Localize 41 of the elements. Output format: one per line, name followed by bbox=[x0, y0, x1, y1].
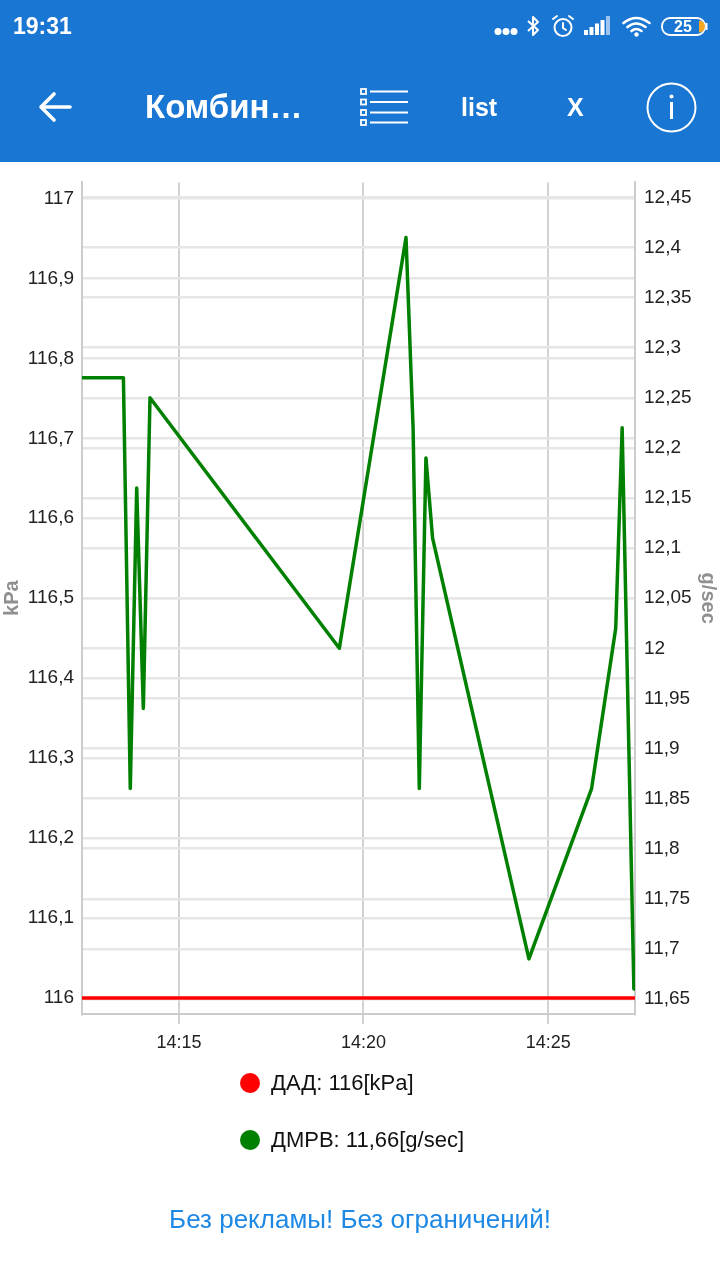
x-tick-label: 14:15 bbox=[156, 1031, 202, 1052]
y2-tick-label: 12,4 bbox=[644, 235, 682, 257]
y-tick-label: 116 bbox=[43, 986, 74, 1008]
y-tick-label: 116,4 bbox=[27, 666, 75, 688]
text: 19:31 bbox=[13, 13, 72, 39]
y-tick-label: 116,1 bbox=[27, 906, 74, 928]
y2-tick-label: 12,25 bbox=[644, 386, 692, 408]
y-tick-label: 116,2 bbox=[27, 826, 74, 848]
legend-label: ДМРВ: 11,66[g/sec] bbox=[271, 1126, 465, 1154]
y2-tick-label: 11,75 bbox=[644, 887, 691, 909]
y2-tick-label: 11,7 bbox=[644, 937, 680, 959]
y-axis-title: kPa bbox=[0, 579, 22, 616]
text: Без рекламы! Без ограничений! bbox=[168, 1203, 552, 1235]
y2-tick-label: 12,05 bbox=[644, 586, 692, 608]
y-tick-label: 116,5 bbox=[27, 586, 74, 608]
y2-tick-label: 11,65 bbox=[644, 987, 691, 1009]
y2-tick-label: 12,3 bbox=[644, 335, 681, 357]
y-tick-label: 117 bbox=[43, 186, 74, 208]
y-tick-label: 116,6 bbox=[27, 506, 74, 528]
text: 25 bbox=[674, 17, 692, 36]
y2-tick-label: 12,35 bbox=[644, 285, 692, 307]
y2-tick-label: 12,1 bbox=[644, 536, 681, 558]
y2-tick-label: 12,15 bbox=[644, 486, 692, 508]
y2-tick-label: 11,85 bbox=[644, 786, 691, 808]
y2-tick-label: 12,2 bbox=[644, 436, 681, 458]
chart-title: Комбин… bbox=[145, 87, 303, 127]
text: list bbox=[461, 93, 498, 121]
legend-label: ДАД: 116[kPa] bbox=[271, 1069, 414, 1097]
y-tick-label: 116,7 bbox=[27, 426, 74, 448]
y-tick-label: 116,9 bbox=[27, 266, 74, 288]
y2-tick-label: 12,45 bbox=[644, 185, 692, 207]
y2-tick-label: 11,8 bbox=[644, 836, 680, 858]
y-tick-label: 116,8 bbox=[27, 346, 74, 368]
y2-tick-label: 11,9 bbox=[644, 736, 680, 758]
x-tick-label: 14:20 bbox=[340, 1031, 387, 1052]
x-tick-label: 14:25 bbox=[525, 1031, 571, 1052]
y2-tick-label: 11,95 bbox=[644, 686, 691, 708]
y2-axis-title: g/sec bbox=[698, 572, 720, 624]
text: X bbox=[567, 93, 584, 121]
y2-tick-label: 12 bbox=[644, 636, 666, 658]
y-tick-label: 116,3 bbox=[27, 746, 74, 768]
